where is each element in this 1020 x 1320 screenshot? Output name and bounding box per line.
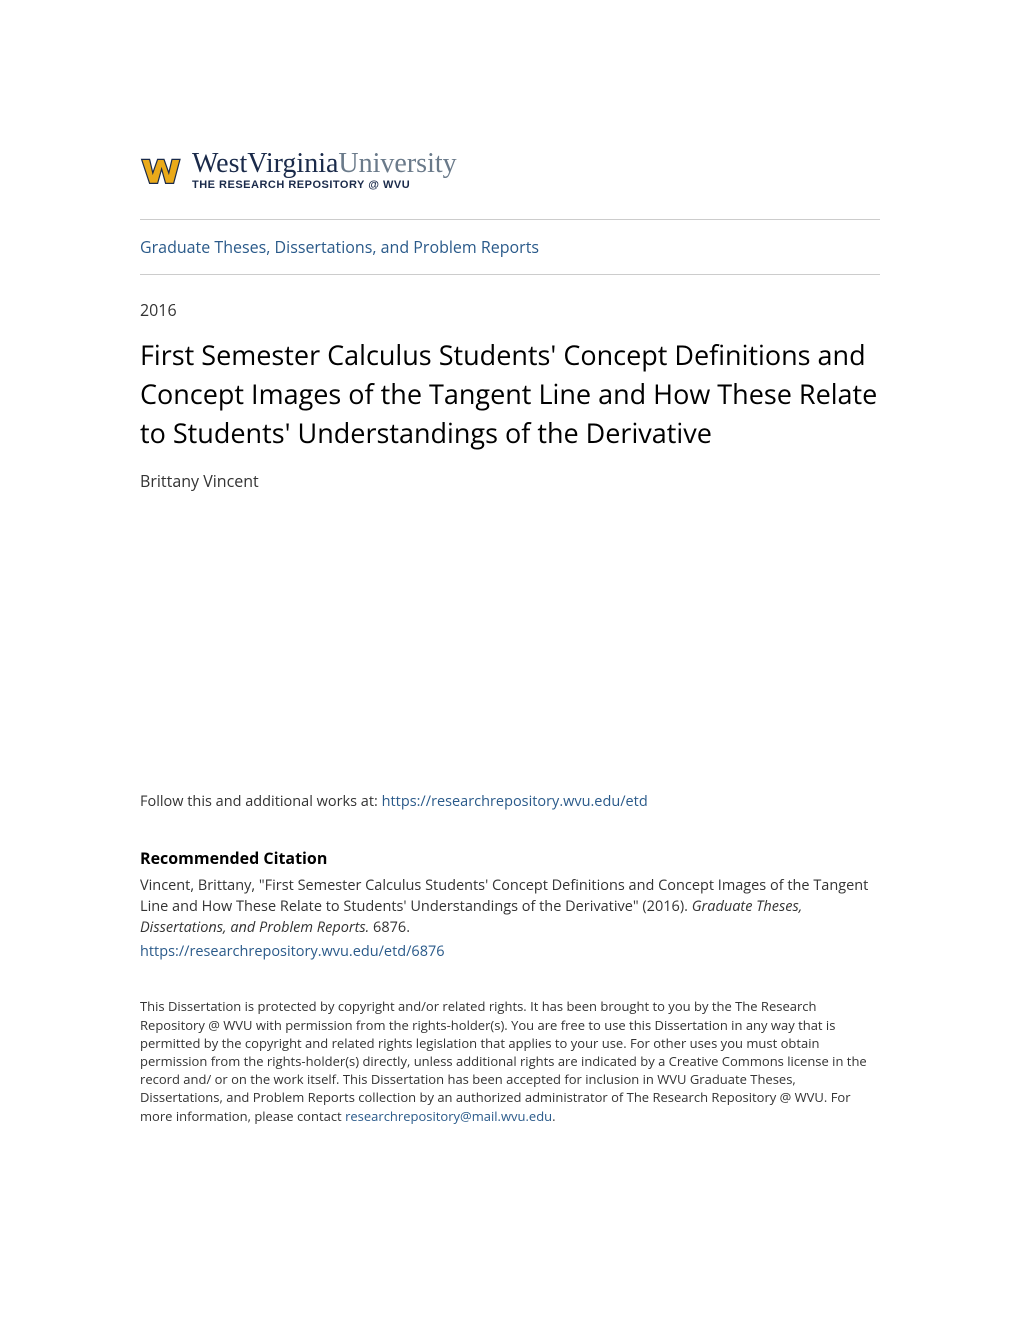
- citation-url-link[interactable]: https://researchrepository.wvu.edu/etd/6…: [140, 942, 880, 961]
- author-name: Brittany Vincent: [140, 470, 880, 492]
- citation-text-post: 6876.: [369, 918, 410, 937]
- divider-bottom: [140, 274, 880, 275]
- logo-subtitle: THE RESEARCH REPOSITORY @ WVU: [192, 180, 457, 191]
- citation-heading: Recommended Citation: [140, 847, 880, 869]
- publication-year: 2016: [140, 299, 880, 321]
- citation-body: Vincent, Brittany, "First Semester Calcu…: [140, 875, 880, 938]
- follow-prefix: Follow this and additional works at:: [140, 792, 382, 811]
- rights-body: This Dissertation is protected by copyri…: [140, 997, 867, 1124]
- follow-url-link[interactable]: https://researchrepository.wvu.edu/etd: [382, 792, 648, 811]
- institution-logo: WestVirginiaUniversity THE RESEARCH REPO…: [140, 150, 880, 191]
- wv-flying-logo-icon: [140, 153, 188, 189]
- logo-university: University: [338, 150, 456, 178]
- contact-email-link[interactable]: researchrepository@mail.wvu.edu: [345, 1107, 552, 1125]
- spacer: [140, 492, 880, 792]
- rights-body-post: .: [552, 1107, 555, 1125]
- document-title: First Semester Calculus Students' Concep…: [140, 335, 880, 452]
- follow-works: Follow this and additional works at: htt…: [140, 792, 880, 811]
- rights-statement: This Dissertation is protected by copyri…: [140, 997, 880, 1124]
- logo-west-virginia: WestVirginia: [192, 150, 338, 178]
- collection-link[interactable]: Graduate Theses, Dissertations, and Prob…: [140, 220, 880, 274]
- logo-main-text: WestVirginiaUniversity: [192, 150, 457, 178]
